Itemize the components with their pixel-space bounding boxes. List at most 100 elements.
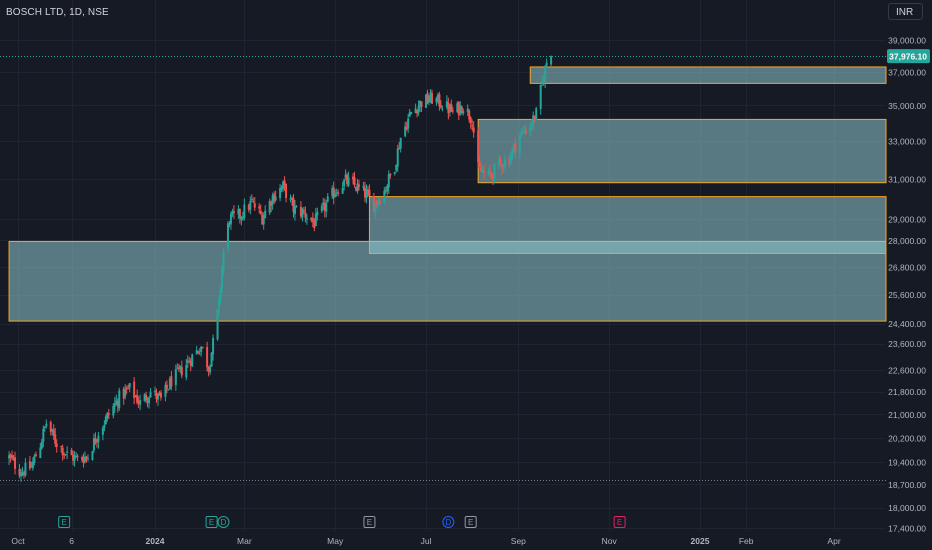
candle <box>410 111 413 114</box>
candle <box>305 218 308 220</box>
candle <box>259 210 262 214</box>
candle <box>316 211 319 216</box>
candle <box>457 102 460 116</box>
candle <box>72 455 75 461</box>
currency-selector[interactable]: INR <box>888 3 923 20</box>
y-tick-label: 22,600.00 <box>888 365 926 375</box>
candle <box>97 435 100 443</box>
y-tick-label: 25,600.00 <box>888 290 926 300</box>
candle <box>530 124 533 127</box>
candle <box>164 384 167 397</box>
candle <box>212 337 215 355</box>
candle <box>82 459 85 463</box>
candle <box>207 367 210 372</box>
candle <box>159 392 162 398</box>
y-tick-label: 39,000.00 <box>888 36 926 46</box>
candle <box>366 189 369 192</box>
candle <box>177 368 180 370</box>
candle <box>514 143 517 153</box>
candle <box>295 206 298 208</box>
candle <box>332 187 335 199</box>
y-tick-label: 19,400.00 <box>888 458 926 468</box>
candle <box>314 213 317 227</box>
x-tick-label: Mar <box>237 536 252 546</box>
event-marker-label: D <box>445 518 451 527</box>
candle <box>210 352 213 367</box>
candle <box>451 110 454 112</box>
candle <box>341 187 344 194</box>
candle <box>283 180 286 186</box>
candle <box>8 455 11 459</box>
candle <box>436 94 439 99</box>
candle <box>304 212 307 218</box>
candle <box>122 388 125 399</box>
candle <box>76 456 79 458</box>
y-tick-label: 37,000.00 <box>888 67 926 77</box>
candle <box>383 190 386 203</box>
candle <box>509 155 512 163</box>
candle <box>75 455 78 457</box>
candle <box>502 166 505 169</box>
candle <box>541 81 544 84</box>
event-marker: D <box>442 516 455 528</box>
candle <box>231 211 234 215</box>
event-marker: E <box>205 516 218 528</box>
y-tick-label: 31,000.00 <box>888 174 926 184</box>
event-marker-circle <box>217 516 230 528</box>
candle <box>279 188 282 198</box>
candle <box>21 472 24 476</box>
candle <box>116 400 119 407</box>
candle <box>232 211 235 213</box>
candle <box>441 108 444 110</box>
candle <box>435 98 438 102</box>
candle <box>408 112 411 117</box>
x-tick-label: May <box>327 536 344 546</box>
y-tick-label: 35,000.00 <box>888 101 926 111</box>
y-tick-label: 24,400.00 <box>888 319 926 329</box>
event-marker-label: E <box>209 518 214 527</box>
candle <box>344 174 347 179</box>
candle <box>179 365 182 369</box>
candle <box>419 100 422 108</box>
candle <box>127 388 130 390</box>
candle <box>480 167 483 172</box>
candle <box>218 297 221 309</box>
candle <box>393 172 396 174</box>
candle <box>416 110 419 114</box>
candle <box>228 223 231 225</box>
candle <box>43 426 46 429</box>
candle <box>285 184 288 199</box>
candle <box>346 174 349 184</box>
candle <box>60 446 63 448</box>
candle <box>103 424 106 428</box>
candle <box>429 92 432 102</box>
event-marker: E <box>613 516 626 528</box>
event-marker-label: E <box>367 518 372 527</box>
candle <box>156 393 159 400</box>
candle <box>28 461 31 469</box>
candle <box>14 457 17 469</box>
x-tick-label: Jul <box>421 536 432 546</box>
candle <box>273 194 276 202</box>
y-tick-label: 18,000.00 <box>888 503 926 513</box>
candle <box>447 102 450 114</box>
candle <box>189 360 192 366</box>
candles <box>8 55 553 482</box>
candle <box>249 201 252 210</box>
candle <box>445 101 448 108</box>
candle <box>146 400 149 402</box>
candle <box>399 137 402 149</box>
candle <box>311 218 314 222</box>
candle <box>347 177 350 186</box>
event-marker: E <box>464 516 477 528</box>
event-marker-label: D <box>221 518 227 527</box>
candle <box>176 367 179 369</box>
candle <box>274 196 277 201</box>
candle <box>280 187 283 191</box>
candle <box>191 354 194 367</box>
candle <box>186 360 189 363</box>
candle <box>174 369 177 386</box>
candle <box>337 192 340 194</box>
candle <box>145 394 148 401</box>
